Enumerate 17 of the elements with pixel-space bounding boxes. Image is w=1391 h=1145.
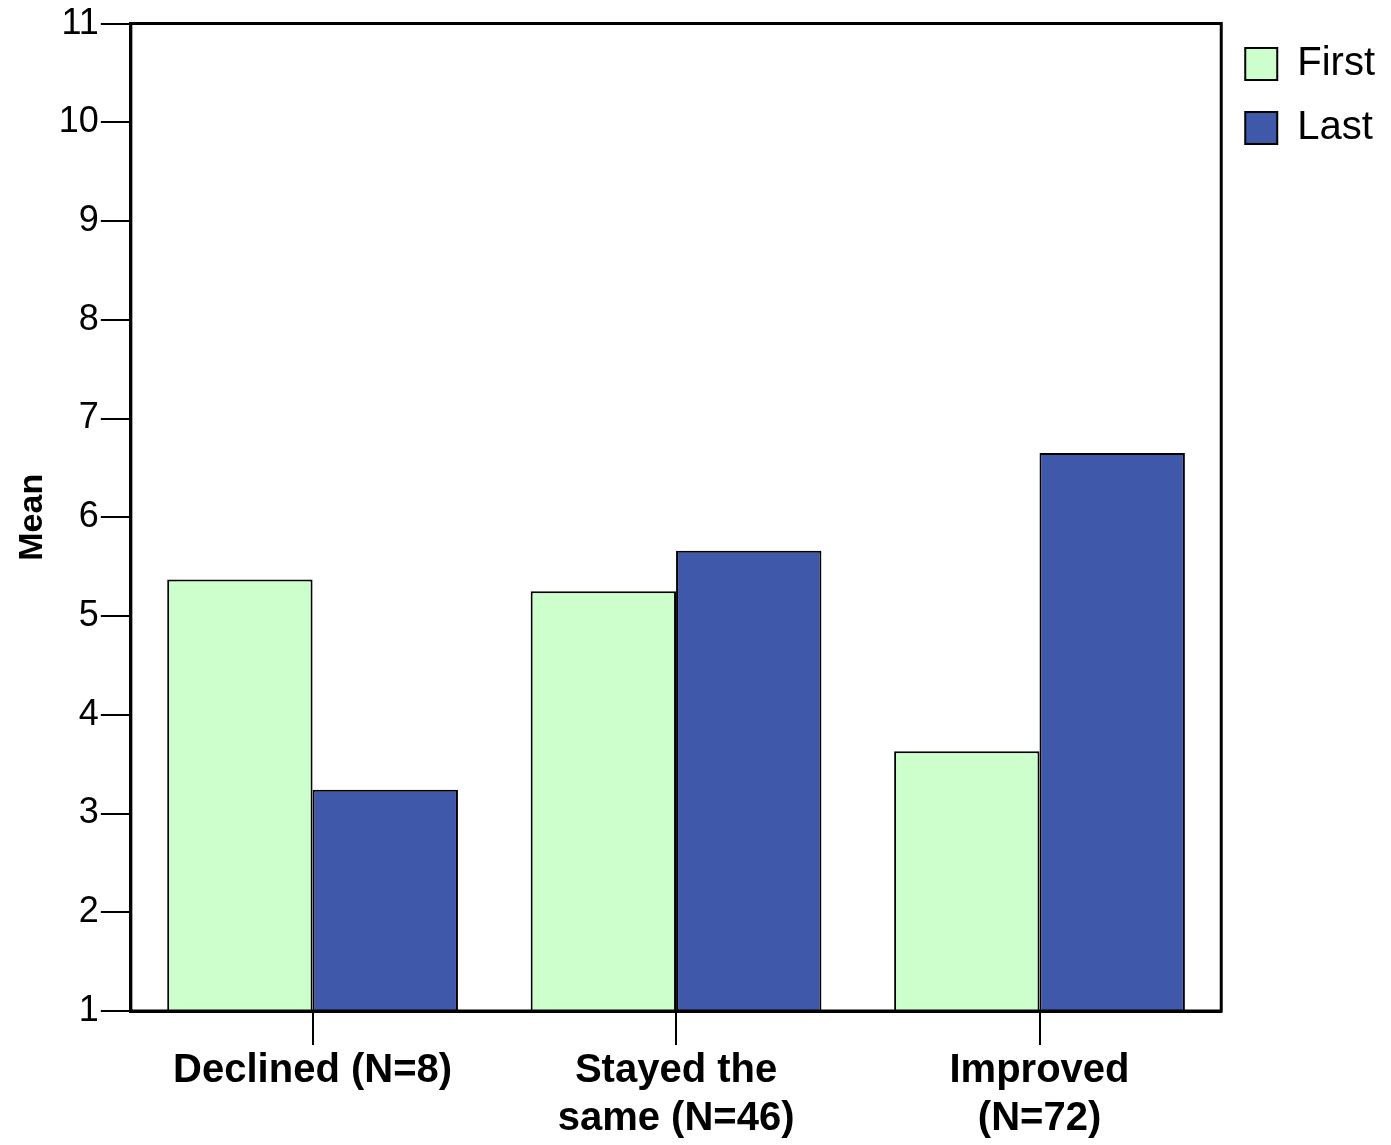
y-tick-label: 4 xyxy=(78,691,99,733)
y-tick-label: 3 xyxy=(78,790,99,832)
x-tick-label: Declined (N=8) xyxy=(173,1046,453,1091)
y-tick-label: 5 xyxy=(78,592,99,634)
y-tick-label: 10 xyxy=(58,99,99,141)
y-tick-label: 8 xyxy=(78,296,99,338)
y-tick-label: 1 xyxy=(78,987,99,1029)
y-tick-label: 2 xyxy=(78,889,99,931)
y-axis-title: Mean xyxy=(10,473,49,561)
legend-label: First xyxy=(1297,39,1376,84)
x-tick-label: Improved (N=72) xyxy=(949,1046,1130,1139)
legend-label: Last xyxy=(1297,103,1373,148)
x-tick-label: Stayed the same (N=46) xyxy=(557,1046,795,1139)
y-tick-label: 7 xyxy=(78,395,99,437)
y-tick-label: 6 xyxy=(78,494,99,536)
y-tick-label: 9 xyxy=(78,198,99,239)
y-tick-label: 11 xyxy=(61,0,99,42)
